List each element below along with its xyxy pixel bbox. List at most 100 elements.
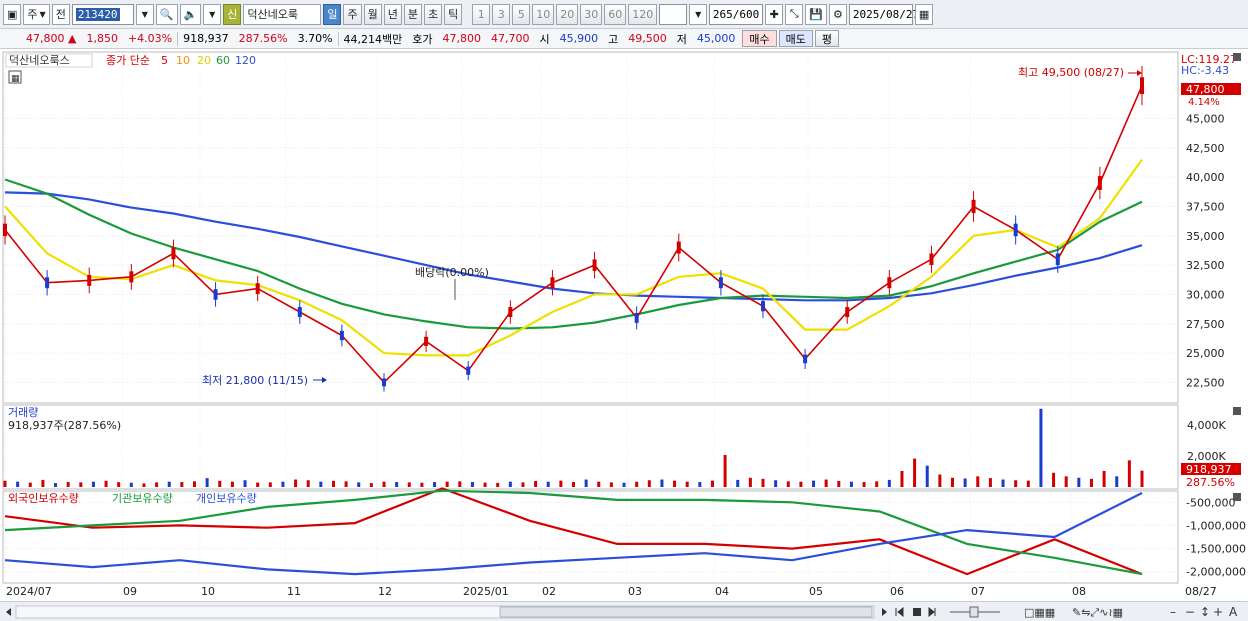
x-axis-label: 09 bbox=[123, 585, 137, 598]
x-axis-label: 06 bbox=[890, 585, 904, 598]
interval-custom-input[interactable] bbox=[659, 3, 688, 25]
period-tab-second[interactable]: 초 bbox=[423, 3, 443, 25]
volume-panel-close-icon[interactable] bbox=[1233, 407, 1241, 415]
volume-bar bbox=[1026, 480, 1030, 487]
move-icon[interactable]: ↕ bbox=[1200, 605, 1210, 619]
buy-button[interactable]: 매수 bbox=[742, 30, 777, 47]
x-axis-last-date: 08/27 bbox=[1185, 585, 1217, 598]
bottom-scroll-bar: □▦▦ ✎⇋⤢∿≀▦ – − ↕ + A bbox=[0, 601, 1248, 621]
holders-legend-individual: 개인보유수량 bbox=[196, 492, 257, 505]
scrollbar-thumb[interactable] bbox=[499, 606, 873, 618]
volume-bar bbox=[799, 481, 803, 487]
volume-bar bbox=[951, 477, 954, 487]
volume-bar bbox=[1052, 472, 1056, 487]
x-axis-label: 03 bbox=[628, 585, 642, 598]
chevron-down-icon: ▼ bbox=[39, 9, 46, 19]
price-panel-close-icon[interactable] bbox=[1233, 53, 1241, 61]
new-badge: 신 bbox=[223, 3, 242, 25]
chart-area[interactable]: 덕산네오룩스 종가 단순 5 10 20 60 120 ▦ LC:119.27 … bbox=[0, 50, 1248, 603]
trade-amount: 44,214백만 bbox=[343, 32, 403, 46]
chart-toolbar: ▣ 주 ▼ 전 213420 ▼ 🔍 🔈 ▼ 신 덕산네오룩 일 주 월 년 분 … bbox=[0, 0, 1248, 29]
interval-120[interactable]: 120 bbox=[628, 3, 658, 25]
panel-menu-icon[interactable] bbox=[8, 70, 22, 84]
volume-bar bbox=[382, 481, 386, 487]
period-tab-month[interactable]: 월 bbox=[363, 3, 382, 25]
zoom-slider-handle[interactable] bbox=[969, 606, 979, 618]
zoom-in-icon[interactable]: + bbox=[1213, 605, 1223, 619]
interval-30[interactable]: 30 bbox=[580, 3, 603, 25]
holders-panel-close-icon[interactable] bbox=[1233, 493, 1241, 501]
calendar-icon[interactable]: ▦ bbox=[914, 3, 934, 25]
change-rate: +4.03% bbox=[127, 32, 173, 45]
price-panel-frame bbox=[2, 51, 1179, 404]
price-ytick-label: 25,000 bbox=[1186, 347, 1225, 360]
sell-button[interactable]: 매도 bbox=[778, 30, 813, 47]
volume-bar bbox=[193, 481, 196, 487]
volume-bar bbox=[243, 480, 247, 487]
volume-bar bbox=[433, 482, 437, 487]
auto-scale-icon[interactable]: A bbox=[1229, 605, 1238, 619]
volume-bar bbox=[129, 482, 133, 487]
stock-name-display[interactable]: 덕산네오룩 bbox=[243, 3, 322, 25]
gear-icon[interactable]: ⚙ bbox=[828, 3, 847, 25]
rewind-icon[interactable] bbox=[895, 606, 904, 618]
candle-body bbox=[929, 253, 934, 266]
count-input[interactable]: 265/600 bbox=[709, 3, 764, 25]
zoom-icons[interactable]: □▦▦ bbox=[1024, 606, 1055, 619]
volume-bar bbox=[306, 480, 310, 487]
low-arrow-icon bbox=[322, 377, 327, 383]
zoom-out-icon[interactable]: − bbox=[1185, 605, 1195, 619]
scroll-right-icon[interactable] bbox=[882, 608, 887, 616]
candle-body bbox=[466, 366, 471, 375]
price-ytick-label: 27,500 bbox=[1186, 318, 1225, 331]
interval-dropdown[interactable]: ▼ bbox=[689, 3, 708, 25]
speaker-dropdown[interactable]: ▼ bbox=[203, 3, 222, 25]
period-tab-tick[interactable]: 틱 bbox=[444, 3, 463, 25]
avg-button[interactable]: 평 bbox=[814, 30, 840, 47]
volume-bar bbox=[786, 481, 790, 487]
x-axis-label: 2024/07 bbox=[6, 585, 52, 598]
stop-icon[interactable] bbox=[913, 608, 921, 616]
drawing-tool-icon[interactable]: ⤡ bbox=[785, 3, 804, 25]
ma-legend-20: 20 bbox=[197, 54, 211, 67]
market-select[interactable]: 주 ▼ bbox=[23, 3, 50, 25]
interval-60[interactable]: 60 bbox=[604, 3, 627, 25]
volume-bar bbox=[597, 481, 601, 487]
search-icon[interactable]: 🔍 bbox=[155, 3, 178, 25]
interval-20[interactable]: 20 bbox=[556, 3, 579, 25]
candle-body bbox=[1055, 253, 1060, 266]
interval-10[interactable]: 10 bbox=[532, 3, 555, 25]
holders-ytick-label: -2,000,000 bbox=[1186, 566, 1246, 579]
high-label: 고 bbox=[608, 32, 619, 46]
candle-body bbox=[803, 354, 808, 364]
interval-1[interactable]: 1 bbox=[472, 3, 491, 25]
period-tab-minute[interactable]: 분 bbox=[403, 3, 422, 25]
volume-bar bbox=[698, 482, 702, 487]
ma-legend-60: 60 bbox=[216, 54, 230, 67]
speaker-icon[interactable]: 🔈 bbox=[179, 3, 202, 25]
ma-legend-10: 10 bbox=[176, 54, 190, 67]
volume-current-tag: 918,937 bbox=[1186, 463, 1232, 476]
layout-icon[interactable]: ▣ bbox=[3, 3, 22, 25]
minus-icon[interactable]: – bbox=[1170, 605, 1176, 619]
code-dropdown-button[interactable]: ▼ bbox=[135, 3, 154, 25]
period-tab-year[interactable]: 년 bbox=[383, 3, 402, 25]
volume-bar bbox=[445, 481, 449, 487]
interval-3[interactable]: 3 bbox=[492, 3, 511, 25]
holders-line-2 bbox=[4, 492, 1143, 576]
date-input[interactable]: 2025/08/27 bbox=[848, 3, 919, 25]
fast-forward-icon[interactable] bbox=[928, 606, 936, 618]
stock-code-input[interactable]: 213420 bbox=[71, 3, 134, 25]
volume-bar bbox=[470, 482, 474, 487]
candle-body bbox=[255, 283, 260, 294]
interval-5[interactable]: 5 bbox=[512, 3, 531, 25]
prev-button[interactable]: 전 bbox=[51, 3, 70, 25]
drawing-icons[interactable]: ✎⇋⤢∿≀▦ bbox=[1072, 606, 1123, 619]
save-icon[interactable]: 💾 bbox=[805, 3, 827, 25]
period-tab-day[interactable]: 일 bbox=[323, 3, 342, 25]
crosshair-icon[interactable]: ✚ bbox=[765, 3, 784, 25]
stock-chart[interactable]: 덕산네오룩스 종가 단순 5 10 20 60 120 ▦ LC:119.27 … bbox=[0, 50, 1248, 603]
period-tab-week[interactable]: 주 bbox=[343, 3, 362, 25]
price-ytick-label: 35,000 bbox=[1186, 230, 1225, 243]
scroll-left-icon[interactable] bbox=[6, 608, 11, 616]
